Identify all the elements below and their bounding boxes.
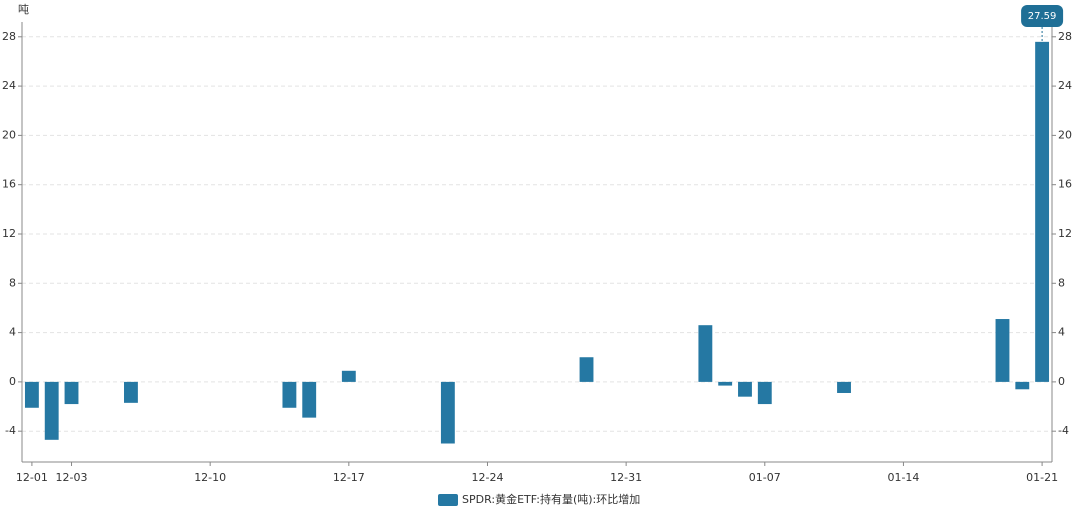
y2-tick-label: 12 [1058,227,1072,240]
bar [738,381,752,397]
bar [1035,41,1050,382]
value-label: 27.59 [1028,11,1057,22]
y-tick-label: 8 [9,276,16,289]
y2-tick-label: 16 [1058,178,1072,191]
x-tick-label: 01-14 [887,471,919,484]
bar [44,381,59,440]
y-tick-label: 0 [9,375,16,388]
bar [837,381,851,393]
x-tick-label: 12-01 [16,471,48,484]
y-tick-label: 16 [2,178,16,191]
callout-box [1021,5,1064,27]
y-unit: 吨 [18,3,29,16]
y-tick-label: -4 [5,424,16,437]
legend-swatch [438,494,458,506]
bar [24,381,39,408]
y2-tick-label: -4 [1058,424,1069,437]
bar [757,381,772,405]
bar [440,381,455,444]
bar [698,325,713,382]
y-tick-label: 28 [2,30,16,43]
y2-tick-label: 20 [1058,128,1072,141]
y2-tick-label: 0 [1058,375,1065,388]
bar [302,381,317,418]
bar [1015,381,1030,390]
x-tick-label: 12-03 [56,471,88,484]
bar [282,381,297,408]
x-tick-label: 01-07 [749,471,781,484]
y2-tick-label: 4 [1058,326,1065,339]
x-tick-label: 01-21 [1026,471,1058,484]
bar [718,381,733,386]
x-tick-label: 12-24 [471,471,503,484]
bar [995,319,1010,382]
x-tick-label: 12-10 [194,471,226,484]
y2-tick-label: 24 [1058,79,1072,92]
bar [341,370,356,382]
y-tick-label: 4 [9,326,16,339]
y-tick-label: 24 [2,79,16,92]
legend-label: SPDR:黄金ETF:持有量(吨):环比增加 [462,492,640,506]
bar [64,381,79,405]
y-tick-label: 12 [2,227,16,240]
y2-tick-label: 28 [1058,30,1072,43]
x-tick-label: 12-17 [333,471,365,484]
x-tick-label: 12-31 [610,471,642,484]
y-tick-label: 20 [2,128,16,141]
y2-tick-label: 8 [1058,276,1065,289]
bar [579,357,594,382]
bar [124,381,138,403]
